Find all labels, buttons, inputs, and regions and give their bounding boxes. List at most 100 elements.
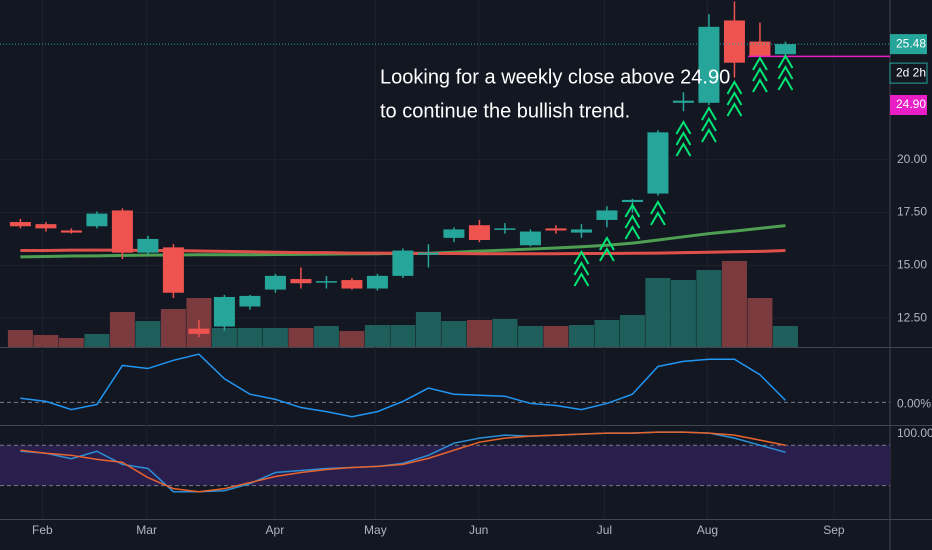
volume-bar — [7, 330, 33, 347]
candle-body — [570, 229, 592, 233]
stoch-line — [20, 431, 786, 493]
annotation: Looking for a weekly close above 24.90 — [380, 66, 730, 88]
candle-body — [111, 210, 133, 253]
y-tick-label: 17.50 — [897, 205, 927, 219]
candle-body — [35, 224, 57, 229]
candle-body — [749, 41, 771, 57]
volume-bar — [211, 328, 237, 347]
x-tick-label: Jun — [469, 523, 488, 537]
candle-body — [596, 210, 618, 220]
x-tick-label: Apr — [266, 523, 285, 537]
volume-bar — [747, 298, 773, 347]
candle-body — [366, 275, 388, 289]
volume-bar — [543, 326, 569, 347]
x-tick-label: Aug — [697, 523, 718, 537]
volume-bar — [288, 328, 314, 347]
last-price-label: 25.48 — [896, 36, 926, 50]
y-tick-label: 12.50 — [897, 310, 927, 324]
candle-body — [60, 230, 82, 233]
candle-body — [698, 26, 720, 103]
volume-bar — [84, 334, 110, 347]
candle-body — [519, 231, 541, 246]
candle-body — [213, 296, 235, 327]
volume-bar — [619, 315, 645, 347]
x-tick-label: Mar — [136, 523, 157, 537]
candle-body — [290, 279, 312, 284]
signal-arrow — [573, 250, 590, 265]
candle-body — [443, 229, 465, 238]
volume-bar — [492, 319, 518, 347]
signal-arrow — [726, 80, 743, 95]
candle-body — [9, 222, 31, 227]
volume-bar — [568, 325, 594, 347]
signal-arrow — [701, 128, 717, 143]
candle-body — [647, 132, 669, 194]
signal-arrow — [573, 272, 590, 287]
volume-bar — [696, 270, 722, 347]
countdown-label: 2d 2h — [896, 65, 926, 79]
volume-bar — [58, 338, 84, 347]
signal-arrow — [650, 211, 666, 226]
volume-bar — [390, 325, 416, 347]
candle-body — [162, 247, 184, 293]
volume-bar — [517, 326, 543, 347]
candle-body — [188, 328, 210, 334]
x-tick-label: Sep — [823, 523, 845, 537]
signal-arrow — [599, 236, 615, 251]
candle-body — [86, 213, 108, 227]
last-price-box — [890, 34, 927, 55]
y-tick-label: 100.00 — [897, 426, 932, 440]
volume-bar — [313, 326, 339, 347]
volume-bar — [594, 320, 620, 347]
candle-body — [672, 100, 694, 103]
signal-arrow — [675, 120, 692, 135]
volume-bar — [772, 326, 798, 347]
volume-bar — [441, 321, 467, 347]
countdown-box — [889, 62, 928, 84]
signal-arrow — [777, 76, 794, 91]
volume-bar — [262, 328, 288, 347]
volume-bar — [160, 309, 186, 347]
signal-arrow — [752, 78, 768, 93]
volume-bar — [670, 280, 696, 347]
y-tick-label: 0.00% — [897, 397, 931, 411]
signal-arrow — [675, 142, 692, 157]
candle-body — [723, 20, 745, 63]
signal-arrow — [726, 102, 743, 117]
oscillator-line — [20, 353, 786, 418]
volume-bar — [466, 320, 492, 347]
volume-bar — [364, 325, 390, 347]
signal-arrow — [675, 131, 692, 146]
signal-arrow — [624, 225, 641, 240]
annotation: to continue the bullish trend. — [380, 100, 630, 122]
candle-body — [137, 238, 159, 253]
candle-body — [315, 281, 337, 283]
volume-bar — [237, 328, 263, 347]
alert-box — [890, 95, 927, 115]
candle-body — [264, 275, 286, 290]
candle-body — [774, 44, 796, 55]
stoch-band — [0, 445, 890, 486]
candle-body — [621, 199, 643, 202]
signal-arrow — [752, 56, 768, 71]
alert-label: 24.90 — [896, 97, 926, 111]
signal-arrow — [752, 67, 768, 82]
signal-arrow — [573, 261, 590, 276]
signal-arrow — [777, 54, 794, 69]
volume-bar — [415, 312, 441, 347]
candle-body — [494, 228, 516, 230]
volume-bar — [109, 312, 135, 347]
volume-bar — [645, 278, 671, 347]
signal-arrow — [777, 65, 794, 80]
signal-arrow — [624, 203, 641, 218]
volume-bar — [339, 331, 365, 347]
x-tick-label: Jul — [597, 523, 612, 537]
x-tick-label: Feb — [32, 523, 53, 537]
volume-bar — [721, 261, 747, 347]
candle-body — [545, 228, 567, 231]
candle-body — [468, 225, 490, 240]
y-tick-label: 20.00 — [897, 152, 927, 166]
signal-arrow — [650, 200, 666, 215]
